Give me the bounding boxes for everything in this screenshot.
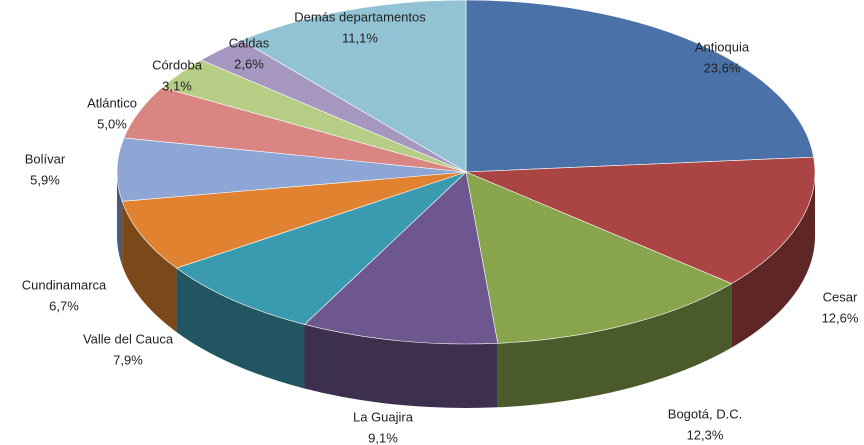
slice-label: Caldas	[229, 35, 270, 50]
value-label: 5,0%	[97, 116, 127, 131]
slice-side	[122, 201, 177, 333]
value-label: 11,1%	[342, 30, 378, 45]
value-label: 3,1%	[162, 78, 192, 93]
slice	[116, 137, 467, 202]
slice-label: Bolívar	[25, 151, 66, 166]
value-label: 9,1%	[368, 430, 398, 445]
value-label: 23,6%	[704, 60, 741, 75]
slice	[465, 0, 815, 173]
slice-label: Cesar	[823, 289, 858, 304]
slice	[303, 171, 499, 345]
slice-side	[731, 172, 816, 348]
slice-side	[304, 324, 498, 409]
value-label: 12,6%	[822, 310, 859, 325]
slice-label: Demás departamentos	[294, 9, 426, 24]
slice	[465, 171, 733, 344]
value-label: 6,7%	[49, 298, 79, 313]
slice	[240, 0, 467, 173]
slice-label: Atlántico	[87, 95, 137, 110]
slice-label: La Guajira	[353, 409, 414, 424]
slice-side	[176, 268, 305, 389]
value-label: 12,3%	[687, 427, 724, 442]
slice-side	[497, 283, 732, 408]
slice-label: Valle del Cauca	[83, 331, 174, 346]
value-label: 5,9%	[30, 172, 60, 187]
value-label: 2,6%	[234, 56, 264, 71]
slice-side	[117, 172, 123, 266]
slice-label: Antioquia	[695, 39, 750, 54]
slice	[175, 171, 467, 325]
slice-label: Cundinamarca	[22, 277, 107, 292]
slice	[465, 156, 816, 284]
slice-label: Córdoba	[152, 57, 203, 72]
slice	[121, 171, 467, 269]
value-label: 7,9%	[113, 352, 143, 367]
slice-label: Bogotá, D.C.	[668, 406, 742, 421]
